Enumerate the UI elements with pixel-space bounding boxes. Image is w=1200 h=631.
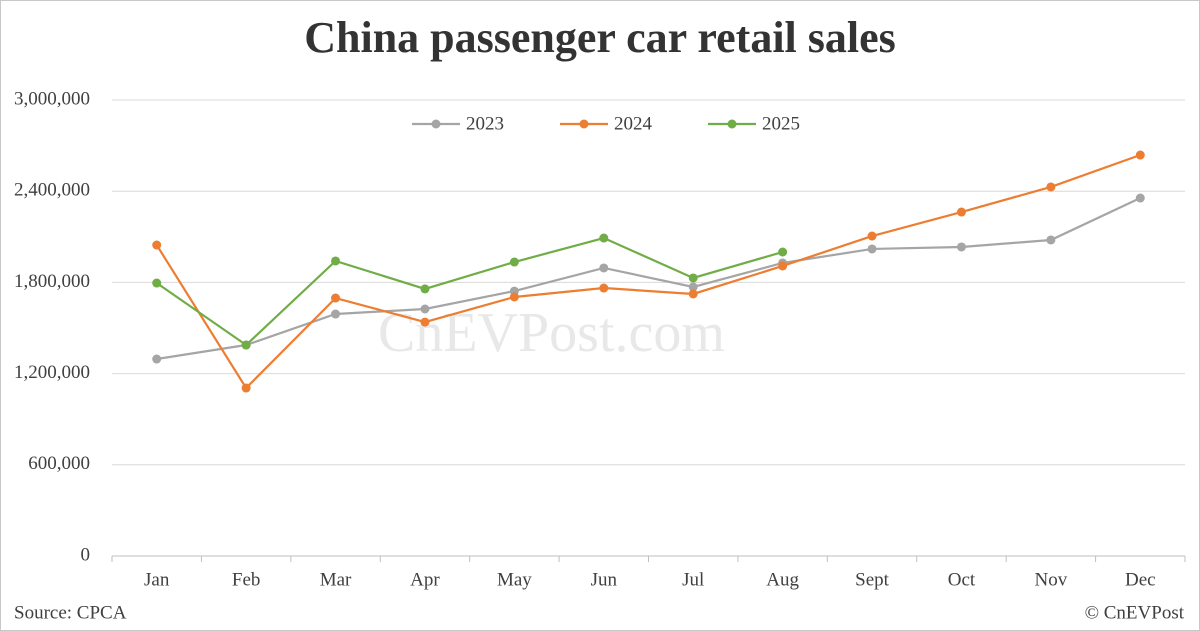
- credit: © CnEVPost: [1085, 602, 1185, 623]
- data-point: [331, 256, 341, 266]
- data-point: [420, 284, 430, 294]
- series-line: [156, 236, 783, 347]
- legend-marker: [431, 119, 441, 129]
- data-point: [599, 283, 609, 293]
- data-point: [688, 289, 698, 299]
- x-tick-label: Apr: [410, 569, 440, 590]
- chart-title: China passenger car retail sales: [304, 13, 896, 62]
- data-point: [241, 340, 251, 350]
- data-point: [1046, 235, 1056, 245]
- data-point: [331, 293, 341, 303]
- data-point: [509, 257, 519, 267]
- data-point: [1135, 150, 1145, 160]
- x-tick-label: Jul: [682, 569, 704, 590]
- data-point: [152, 240, 162, 250]
- series-line: [156, 197, 1141, 361]
- y-tick-label: 1,800,000: [14, 271, 90, 292]
- data-point: [956, 242, 966, 252]
- y-tick-label: 600,000: [28, 453, 90, 474]
- data-point: [867, 244, 877, 254]
- data-point: [331, 309, 341, 319]
- data-point: [956, 207, 966, 217]
- x-tick-label: Sept: [855, 569, 890, 590]
- x-tick-label: Dec: [1125, 569, 1156, 590]
- y-tick-label: 1,200,000: [14, 362, 90, 383]
- x-tick-label: Jan: [144, 569, 170, 590]
- x-tick-label: Nov: [1035, 569, 1068, 590]
- data-point: [688, 273, 698, 283]
- data-point: [778, 247, 788, 257]
- data-point: [1046, 182, 1056, 192]
- series-line: [155, 153, 1141, 390]
- legend-label: 2024: [614, 113, 653, 134]
- data-point: [1135, 193, 1145, 203]
- legend-label: 2025: [762, 113, 800, 134]
- y-tick-label: 0: [81, 544, 91, 565]
- x-tick-label: Mar: [320, 569, 352, 590]
- data-point: [152, 278, 162, 288]
- data-point: [599, 263, 609, 273]
- legend-marker: [579, 119, 589, 129]
- source: Source: CPCA: [14, 602, 127, 623]
- x-tick-label: Feb: [232, 569, 261, 590]
- data-point: [778, 261, 788, 271]
- data-point: [867, 231, 877, 241]
- data-point: [241, 383, 251, 393]
- y-tick-label: 2,400,000: [14, 180, 90, 201]
- legend-label: 2023: [466, 113, 504, 134]
- x-tick-label: Jun: [591, 569, 618, 590]
- x-tick-label: Aug: [766, 569, 799, 590]
- data-point: [599, 233, 609, 243]
- x-tick-label: May: [497, 569, 532, 590]
- y-tick-label: 3,000,000: [14, 88, 90, 109]
- x-tick-label: Oct: [948, 569, 976, 590]
- data-point: [420, 304, 430, 314]
- data-point: [509, 292, 519, 302]
- data-point: [420, 317, 430, 327]
- data-point: [688, 282, 698, 292]
- legend-marker: [727, 119, 737, 129]
- watermark: CnEVPost.com: [378, 302, 725, 364]
- data-point: [152, 354, 162, 364]
